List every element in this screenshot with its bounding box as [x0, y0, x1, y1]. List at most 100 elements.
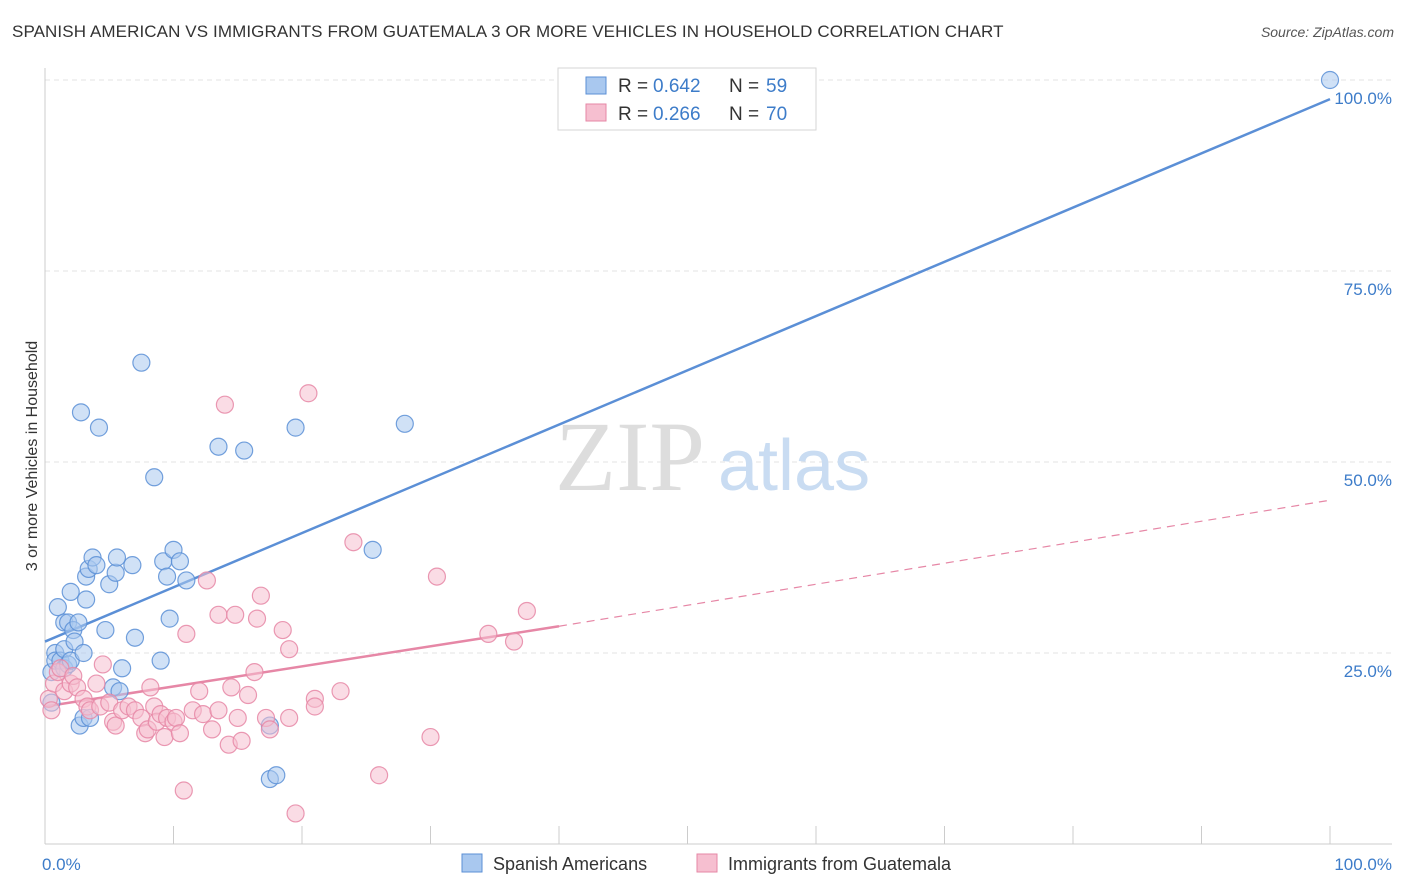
data-point — [517, 601, 536, 621]
trend-line-series-0 — [44, 97, 1331, 643]
data-point — [331, 682, 350, 701]
series-legend: Spanish Americans Immigrants from Guatem… — [461, 853, 952, 874]
source-label: Source: ZipAtlas.com — [1260, 24, 1394, 40]
data-point — [112, 659, 132, 678]
data-point — [170, 552, 190, 571]
data-point — [267, 766, 286, 785]
data-point — [363, 540, 382, 559]
y-tick-label-0: 25.0% — [1344, 662, 1392, 681]
data-point — [226, 605, 245, 624]
legend-r-value-2: 0.266 — [653, 104, 701, 125]
data-point — [190, 682, 209, 701]
data-point — [170, 724, 190, 743]
data-point — [209, 701, 228, 720]
data-point — [202, 720, 222, 739]
data-point — [222, 678, 241, 697]
data-point — [370, 766, 389, 785]
x-tick-label-0: 0.0% — [42, 855, 81, 874]
data-point — [123, 556, 142, 575]
data-point — [160, 609, 179, 628]
data-point — [421, 727, 440, 747]
data-point — [1320, 70, 1340, 90]
data-point — [177, 571, 196, 590]
data-point — [280, 708, 299, 728]
data-point — [504, 632, 524, 651]
chart-title: SPANISH AMERICAN VS IMMIGRANTS FROM GUAT… — [12, 22, 1004, 41]
data-point — [145, 468, 164, 487]
watermark-atlas: atlas — [718, 426, 870, 506]
data-point — [479, 624, 498, 644]
legend-n-value-1: 59 — [766, 76, 787, 97]
data-point — [155, 727, 174, 747]
legend-n-value-2: 70 — [766, 104, 787, 125]
y-tick-labels: 25.0% 50.0% 75.0% 100.0% — [1334, 89, 1392, 681]
legend-swatch-guatemala — [585, 103, 607, 122]
series-legend-label-spanish: Spanish Americans — [493, 854, 647, 874]
data-point — [141, 678, 160, 697]
watermark: ZIP atlas — [555, 401, 870, 512]
data-point — [286, 804, 305, 823]
data-point — [151, 651, 170, 670]
trend-extension-series-1 — [558, 499, 1331, 627]
data-point — [305, 697, 324, 716]
data-point — [61, 582, 80, 601]
data-point — [106, 716, 125, 735]
data-point — [209, 437, 228, 456]
y-axis-label: 3 or more Vehicles in Household — [24, 341, 41, 571]
series-1-points — [39, 384, 536, 823]
data-point — [215, 395, 234, 414]
series-legend-swatch-spanish — [461, 853, 483, 873]
data-point — [344, 533, 363, 552]
data-point — [74, 643, 93, 663]
data-point — [247, 609, 267, 628]
data-point — [107, 548, 127, 567]
data-point — [197, 571, 217, 590]
data-point — [96, 620, 115, 640]
data-point — [166, 708, 186, 728]
trend-lines — [44, 97, 1331, 708]
grid-lines — [45, 79, 1392, 654]
data-point — [245, 662, 264, 682]
trend-line-series-1 — [44, 625, 560, 708]
watermark-zip: ZIP — [555, 401, 705, 512]
data-point — [87, 556, 106, 575]
legend-r-label-1: R = — [618, 76, 648, 97]
data-point — [193, 705, 213, 724]
y-tick-label-3: 100.0% — [1334, 89, 1392, 108]
legend-n-label-1: N = — [729, 76, 759, 97]
data-point — [157, 567, 177, 586]
data-point — [228, 708, 247, 728]
data-point — [280, 640, 299, 659]
data-point — [106, 563, 125, 582]
data-point — [69, 613, 88, 632]
data-point — [89, 418, 109, 437]
y-tick-label-1: 50.0% — [1344, 471, 1392, 490]
data-point — [232, 731, 251, 750]
data-point — [238, 685, 258, 705]
data-point — [395, 414, 414, 433]
correlation-legend: R = 0.642 N = 59 R = 0.266 N = 70 — [557, 67, 817, 131]
x-tick-label-1: 100.0% — [1334, 855, 1392, 874]
y-tick-label-2: 75.0% — [1344, 280, 1392, 299]
data-point — [110, 682, 129, 701]
scatter-points — [39, 70, 1340, 823]
data-point — [260, 720, 279, 739]
data-point — [235, 441, 254, 460]
legend-swatch-spanish — [585, 76, 607, 95]
data-point — [93, 655, 112, 674]
legend-r-value-1: 0.642 — [653, 76, 701, 97]
data-point — [48, 598, 67, 617]
series-legend-swatch-guatemala — [696, 853, 718, 873]
data-point — [209, 605, 228, 624]
data-point — [132, 353, 151, 372]
data-point — [273, 620, 292, 640]
data-point — [174, 781, 193, 800]
axes — [44, 68, 1392, 845]
data-point — [177, 624, 196, 644]
data-point — [87, 674, 106, 693]
legend-n-label-2: N = — [729, 104, 759, 125]
data-point — [77, 590, 96, 609]
data-point — [251, 586, 270, 605]
data-point — [427, 567, 447, 586]
